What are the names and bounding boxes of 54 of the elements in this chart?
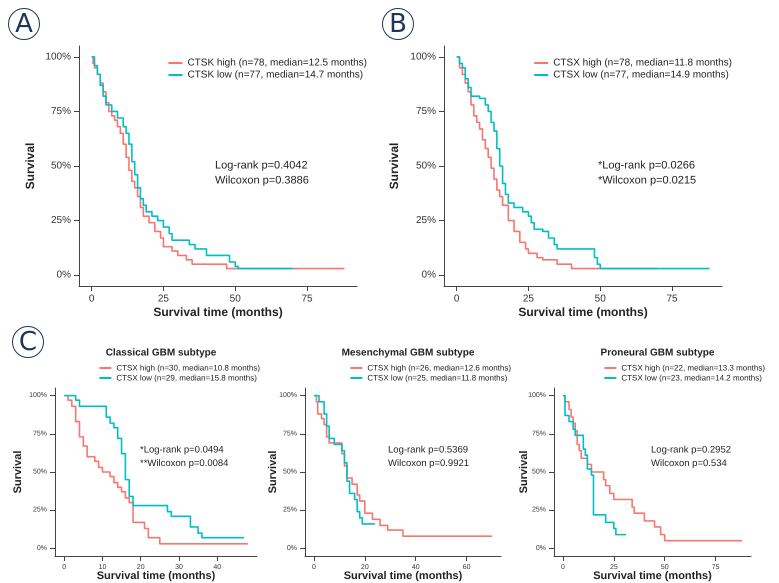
y-axis-title: Survival [23, 142, 37, 190]
legend-label: CTSX high (n=78, median=11.8 months) [553, 58, 732, 68]
annotation: *Wilcoxon p=0.0215 [598, 174, 696, 186]
chart-title: Classical GBM subtype [106, 348, 217, 358]
text: C [12, 326, 44, 358]
legend-label: CTSX low (n=77, median=14.9 months) [553, 70, 729, 80]
chart-title: Mesenchymal GBM subtype [342, 348, 475, 358]
annotation: Wilcoxon p=0.534 [651, 458, 727, 469]
x-tick-label: 25 [158, 294, 170, 304]
x-tick-label: 0 [454, 294, 460, 304]
annotation: Log-rank p=0.4042 [215, 160, 308, 172]
annotation: Wilcoxon p=0.9921 [388, 458, 470, 469]
y-tick-label: 25% [50, 215, 72, 226]
y-tick-label: 50% [50, 160, 72, 172]
x-axis-title: Survival time (months) [344, 570, 463, 582]
y-tick-label: 75% [50, 106, 72, 117]
y-axis-title: Survival [267, 450, 279, 494]
y-tick-label: 75% [416, 106, 436, 117]
legend-label: CTSX low (n=29, median=15.8 months) [116, 374, 258, 382]
y-tick-label: 0% [56, 270, 72, 281]
text: B [382, 8, 414, 40]
x-tick-label: 25 [522, 294, 534, 304]
annotation: **Wilcoxon p=0.0084 [140, 458, 228, 469]
y-tick-label: 25% [416, 215, 436, 226]
x-tick-label: 50 [230, 294, 242, 304]
annotation: Wilcoxon p=0.3886 [215, 174, 309, 186]
legend-label: CTSK low (n=77, median=14.7 months) [187, 70, 364, 80]
chart-title: Proneural GBM subtype [600, 348, 715, 358]
legend-label: CTSX low (n=23, median=14.2 months) [621, 374, 762, 382]
y-axis-title: Survival [12, 450, 24, 494]
annotation: *Log-rank p=0.0494 [140, 444, 224, 456]
y-tick-label: 100% [410, 51, 436, 62]
y-tick-label: 0% [422, 270, 436, 281]
legend-label: CTSX high (n=30, median=10.8 months) [116, 364, 260, 372]
y-axis-title: Survival [518, 450, 530, 494]
annotation: Log-rank p=0.2952 [651, 444, 732, 456]
x-tick-label: 50 [594, 294, 606, 304]
x-tick-label: 75 [666, 294, 678, 304]
annotation: Log-rank p=0.5369 [388, 444, 468, 456]
legend-label: CTSX low (n=25, median=11.8 months) [367, 374, 508, 382]
x-tick-label: 0 [88, 294, 95, 304]
annotation: *Log-rank p=0.0266 [598, 160, 695, 172]
legend-label: CTSX high (n=22, median=13.3 months) [621, 364, 766, 372]
legend-label: CTSX high (n=26, median=12.6 months) [367, 364, 512, 372]
y-axis-title: Survival [387, 142, 401, 190]
x-tick-label: 75 [301, 294, 314, 304]
x-axis-title: Survival time (months) [153, 305, 283, 319]
x-axis-title: Survival time (months) [96, 570, 216, 582]
x-axis-title: Survival time (months) [518, 305, 648, 319]
x-axis-title: Survival time (months) [593, 570, 712, 582]
text: A [8, 8, 40, 40]
y-tick-label: 50% [416, 160, 436, 172]
legend-label: CTSK high (n=78, median=12.5 months) [187, 58, 367, 68]
y-tick-label: 100% [45, 51, 72, 62]
